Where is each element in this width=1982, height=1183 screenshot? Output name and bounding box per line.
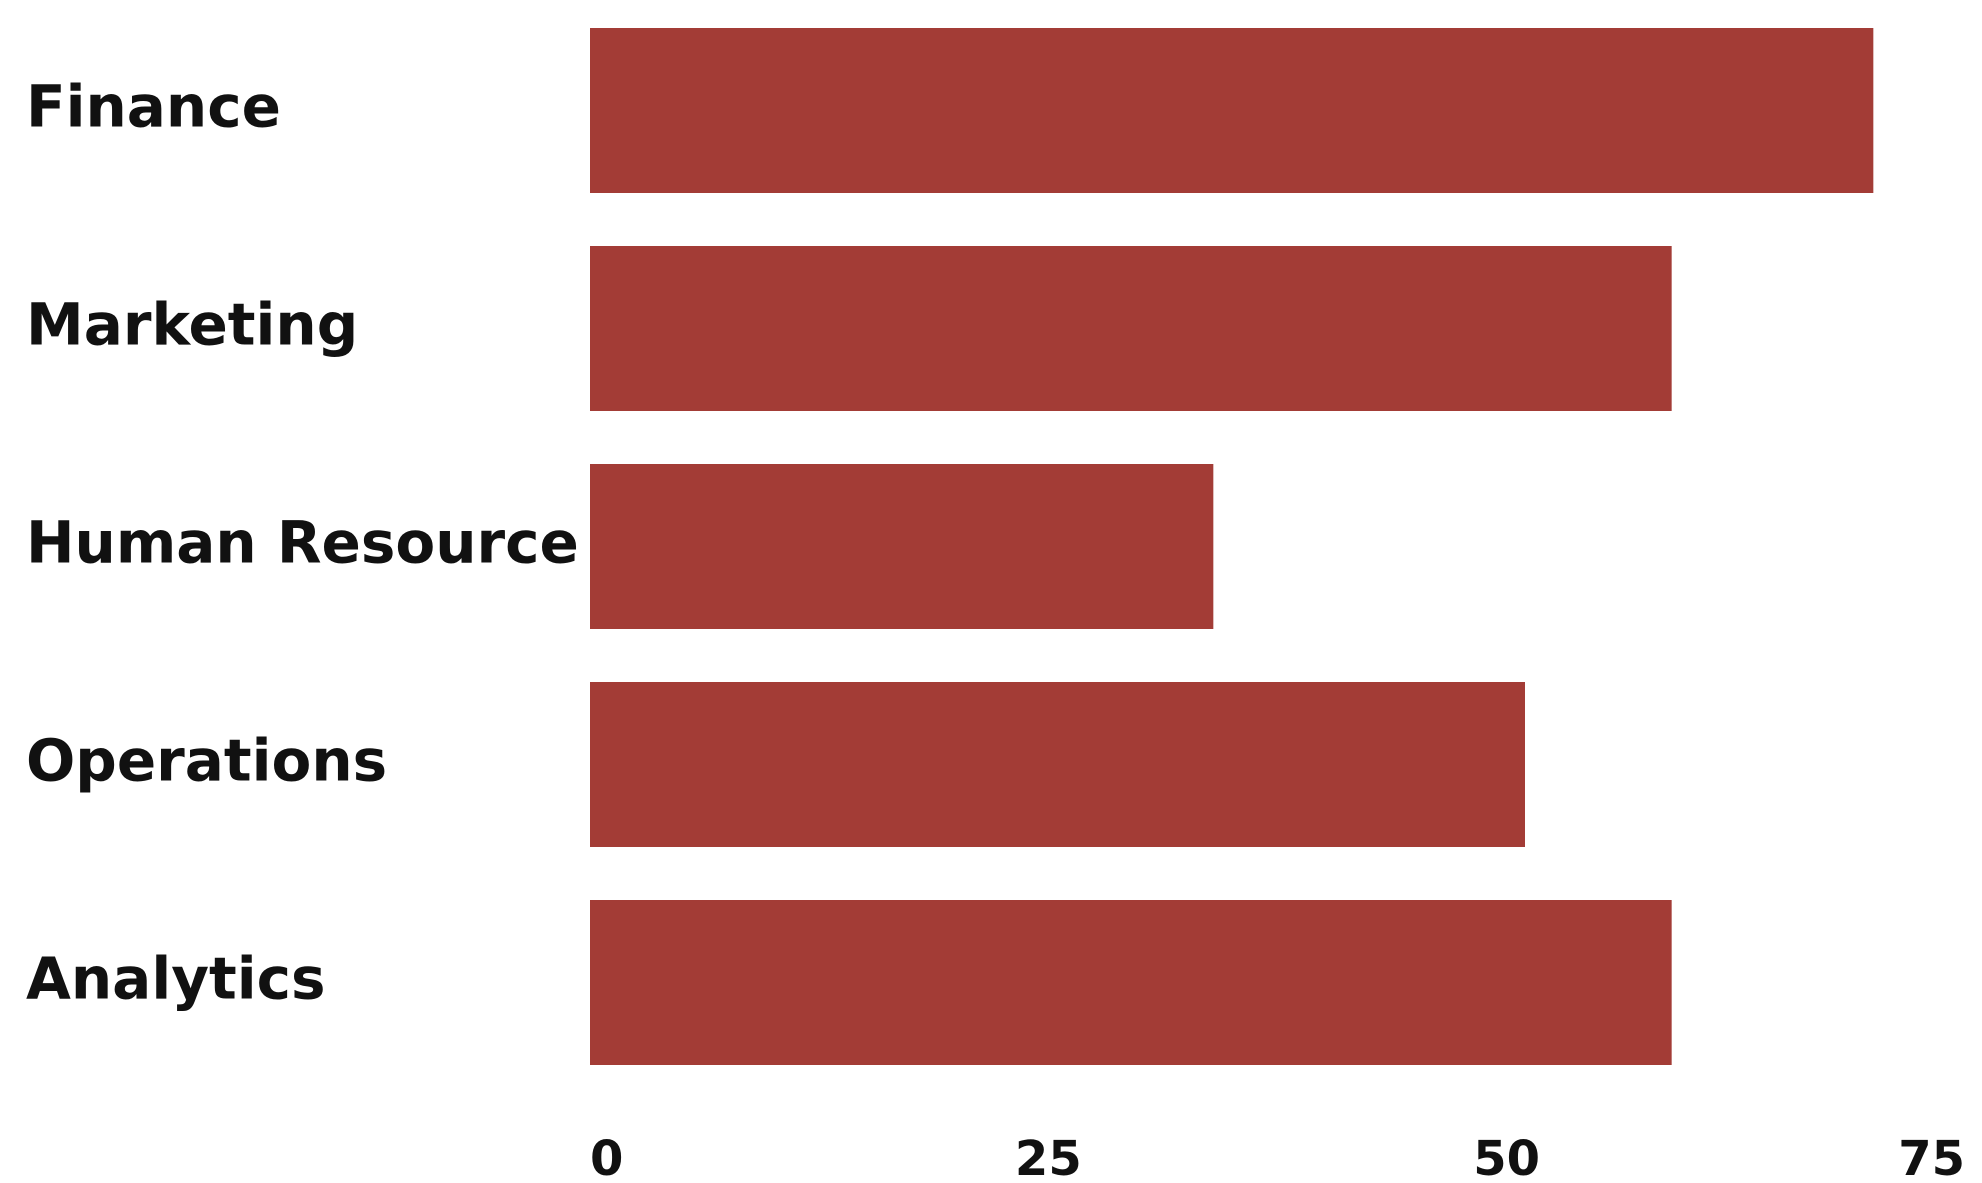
category-label: Finance: [26, 73, 281, 141]
category-label: Human Resource: [26, 509, 579, 577]
bar-analytics: [590, 900, 1672, 1065]
x-tick-label: 0: [590, 1131, 623, 1183]
category-label: Analytics: [26, 945, 326, 1013]
bar-finance: [590, 28, 1874, 193]
bar-human-resource: [590, 464, 1214, 629]
bar-marketing: [590, 246, 1672, 411]
category-labels: Finance Marketing Human Resource Operations…: [26, 73, 579, 1013]
x-tick-label: 25: [1015, 1131, 1082, 1183]
category-label: Marketing: [26, 291, 358, 359]
x-tick-label: 75: [1898, 1131, 1965, 1183]
bar-operations: [590, 682, 1525, 847]
category-label: Operations: [26, 727, 387, 795]
x-tick-label: 50: [1473, 1131, 1540, 1183]
x-axis-ticks: 0 25 50 75: [590, 1131, 1965, 1183]
bars-layer: [590, 28, 1874, 1065]
